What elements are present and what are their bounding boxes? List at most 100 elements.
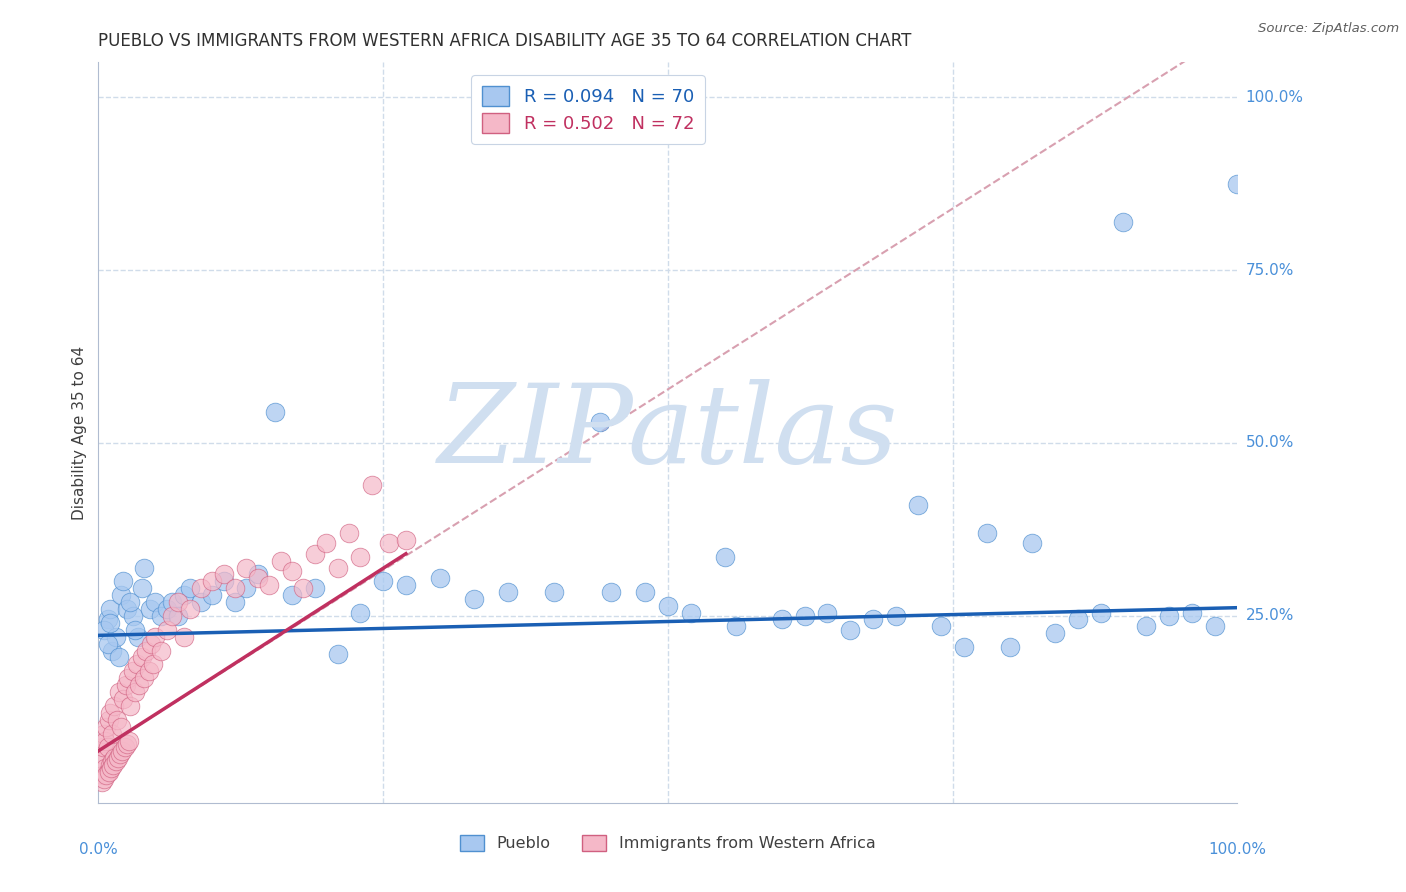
Point <box>93 623 115 637</box>
Point <box>132 671 155 685</box>
Point <box>145 595 167 609</box>
Point <box>127 657 149 672</box>
Point <box>1067 612 1090 626</box>
Point <box>121 665 143 679</box>
Point <box>101 754 124 768</box>
Point <box>127 630 149 644</box>
Point <box>104 630 127 644</box>
Point <box>179 582 201 596</box>
Point <box>1021 536 1043 550</box>
Point <box>90 754 112 768</box>
Point <box>929 619 952 633</box>
Point <box>304 547 326 561</box>
Point <box>281 564 304 578</box>
Point <box>395 578 418 592</box>
Point <box>131 650 153 665</box>
Point <box>1226 177 1249 191</box>
Point <box>156 623 179 637</box>
Point <box>120 595 142 609</box>
Point <box>96 768 118 782</box>
Point <box>139 637 162 651</box>
Point <box>97 764 120 779</box>
Point <box>953 640 976 654</box>
Point <box>90 775 112 789</box>
Point <box>110 588 132 602</box>
Text: ZIPatlas: ZIPatlas <box>437 379 898 486</box>
Text: 0.0%: 0.0% <box>79 842 118 856</box>
Point <box>138 665 160 679</box>
Point <box>145 630 167 644</box>
Point <box>337 525 360 540</box>
Point <box>190 595 212 609</box>
Point <box>429 571 451 585</box>
Point <box>725 619 748 633</box>
Point <box>121 609 143 624</box>
Point <box>246 571 269 585</box>
Point <box>395 533 418 547</box>
Point <box>100 761 122 775</box>
Point <box>190 582 212 596</box>
Point <box>117 671 139 685</box>
Point <box>1112 214 1135 228</box>
Point <box>150 609 173 624</box>
Point <box>118 733 141 747</box>
Point <box>93 772 115 786</box>
Point <box>115 737 138 751</box>
Point <box>349 606 371 620</box>
Point <box>167 595 190 609</box>
Point <box>498 584 520 599</box>
Point <box>101 726 124 740</box>
Point <box>224 595 246 609</box>
Point <box>212 574 235 589</box>
Point <box>976 525 998 540</box>
Point <box>162 595 184 609</box>
Point <box>270 554 292 568</box>
Point <box>714 550 737 565</box>
Point <box>94 733 117 747</box>
Point <box>124 685 146 699</box>
Point <box>998 640 1021 654</box>
Point <box>815 606 838 620</box>
Point <box>108 685 131 699</box>
Point <box>770 612 793 626</box>
Point <box>1157 609 1180 624</box>
Point <box>107 751 129 765</box>
Point <box>588 415 610 429</box>
Point <box>1090 606 1112 620</box>
Point <box>96 720 118 734</box>
Point <box>167 609 190 624</box>
Point <box>112 574 135 589</box>
Point <box>378 536 401 550</box>
Point <box>138 602 160 616</box>
Point <box>884 609 907 624</box>
Point <box>114 740 136 755</box>
Point <box>173 588 195 602</box>
Point <box>315 536 337 550</box>
Text: 100.0%: 100.0% <box>1208 842 1267 856</box>
Point <box>224 582 246 596</box>
Text: PUEBLO VS IMMIGRANTS FROM WESTERN AFRICA DISABILITY AGE 35 TO 64 CORRELATION CHA: PUEBLO VS IMMIGRANTS FROM WESTERN AFRICA… <box>98 32 912 50</box>
Point <box>543 584 565 599</box>
Text: Source: ZipAtlas.com: Source: ZipAtlas.com <box>1258 22 1399 36</box>
Point <box>142 657 165 672</box>
Point <box>281 588 304 602</box>
Point <box>124 623 146 637</box>
Point <box>179 602 201 616</box>
Point <box>104 754 127 768</box>
Point <box>103 698 125 713</box>
Point <box>150 643 173 657</box>
Point <box>103 751 125 765</box>
Point <box>235 560 257 574</box>
Point <box>94 761 117 775</box>
Point <box>326 647 349 661</box>
Legend: Pueblo, Immigrants from Western Africa: Pueblo, Immigrants from Western Africa <box>453 829 883 858</box>
Point <box>292 582 315 596</box>
Point <box>98 706 121 720</box>
Point <box>246 567 269 582</box>
Point <box>201 588 224 602</box>
Point <box>105 713 128 727</box>
Point <box>793 609 815 624</box>
Point <box>98 602 121 616</box>
Point <box>108 747 131 762</box>
Y-axis label: Disability Age 35 to 64: Disability Age 35 to 64 <box>72 345 87 520</box>
